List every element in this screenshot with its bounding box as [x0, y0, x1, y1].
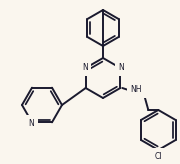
Text: Cl: Cl	[155, 152, 162, 161]
Text: NH: NH	[130, 85, 142, 94]
Text: N: N	[82, 63, 87, 72]
Text: N: N	[118, 63, 124, 72]
Text: N: N	[28, 119, 34, 128]
